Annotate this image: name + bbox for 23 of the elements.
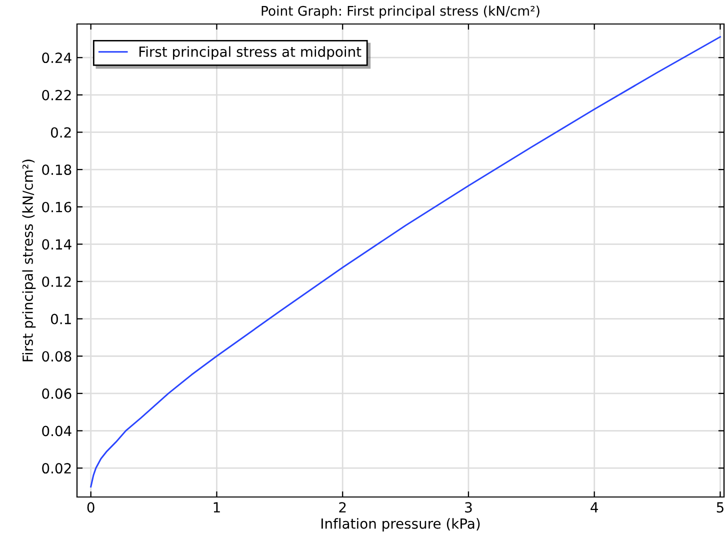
legend-label: First principal stress at midpoint [139, 46, 362, 60]
y-tick-label: 0.08 [42, 351, 72, 362]
y-axis-title: First principal stress (kN/cm²) [22, 160, 36, 362]
x-tick-label: 3 [465, 502, 472, 513]
x-tick-label: 4 [590, 502, 598, 512]
y-tick-label: 0.02 [42, 463, 71, 474]
y-tick-label: 0.04 [42, 426, 72, 436]
line-series [90, 36, 721, 488]
x-tick-label: 0 [87, 502, 94, 513]
x-tick-label: 5 [716, 502, 724, 513]
y-tick-label: 0.24 [42, 52, 72, 64]
y-tick-label: 0.2 [50, 127, 71, 138]
chart-title: Point Graph: First principal stress (kN/cm²) [262, 6, 540, 18]
y-tick-label: 0.16 [42, 202, 72, 212]
y-tick-label: 0.22 [42, 90, 71, 100]
y-tick-label: 0.14 [42, 239, 72, 250]
x-tick-label: 2 [339, 502, 346, 512]
x-tick-label: 1 [214, 502, 220, 512]
y-tick-label: 0.12 [42, 276, 71, 287]
y-tick-label: 0.1 [50, 314, 71, 324]
y-tick-label: 0.18 [42, 164, 72, 176]
x-axis-title: Inflation pressure (kPa) [322, 518, 480, 532]
y-tick-label: 0.06 [42, 388, 72, 399]
